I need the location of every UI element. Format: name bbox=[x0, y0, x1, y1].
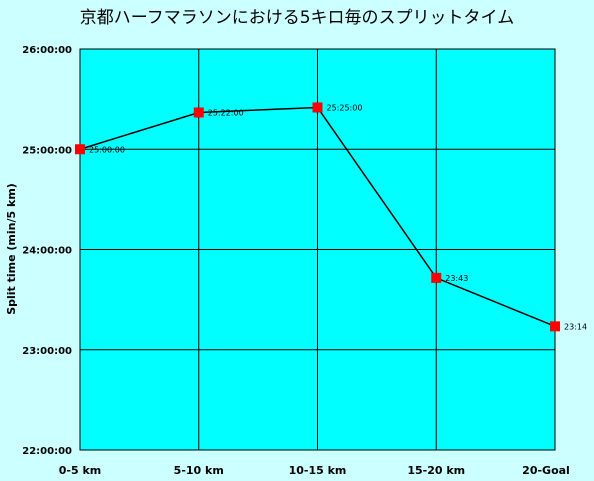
data-labels: 25:00:00 25:22:00 25:25:00 23:43 23:14 bbox=[89, 103, 587, 331]
y-tick-label: 24:00:00 bbox=[22, 246, 72, 257]
data-point-marker bbox=[312, 102, 323, 113]
y-tick-label: 25:00:00 bbox=[22, 145, 72, 156]
x-tick-label: 5-10 km bbox=[174, 464, 224, 477]
data-label: 23:43 bbox=[445, 274, 468, 283]
data-label: 25:25:00 bbox=[327, 103, 363, 112]
y-axis-tick-labels: 22:00:00 23:00:00 24:00:00 25:00:00 26:00:00 bbox=[22, 45, 72, 457]
y-tick-label: 26:00:00 bbox=[22, 45, 72, 56]
x-tick-label: 10-15 km bbox=[289, 464, 347, 477]
x-axis-tick-labels: 0-5 km 5-10 km 10-15 km 15-20 km 20-Goal bbox=[59, 464, 570, 477]
chart-title: 京都ハーフマラソンにおける5キロ毎のスプリットタイム bbox=[80, 8, 514, 28]
y-axis-title: Split time (min/5 km) bbox=[5, 183, 18, 315]
x-tick-label: 15-20 km bbox=[407, 464, 465, 477]
data-label: 25:00:00 bbox=[89, 145, 125, 154]
x-tick-label: 0-5 km bbox=[59, 464, 101, 477]
y-tick-label: 22:00:00 bbox=[22, 446, 72, 457]
data-point-marker bbox=[193, 107, 204, 118]
y-tick-label: 23:00:00 bbox=[22, 346, 72, 357]
series-split-time bbox=[75, 102, 560, 332]
data-label: 23:14 bbox=[564, 322, 587, 331]
data-point-marker bbox=[75, 144, 85, 155]
data-point-marker bbox=[550, 321, 560, 332]
data-point-marker bbox=[431, 272, 442, 283]
x-tick-label: 20-Goal bbox=[522, 464, 570, 477]
grid-lines bbox=[80, 49, 555, 450]
data-label: 25:22:00 bbox=[208, 108, 244, 117]
